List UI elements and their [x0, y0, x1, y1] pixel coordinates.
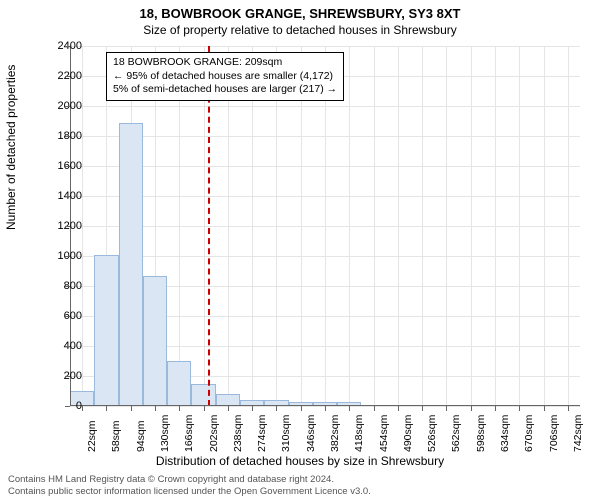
sub-title: Size of property relative to detached ho… — [0, 21, 600, 37]
x-tick-label: 598sqm — [475, 415, 487, 452]
x-tick-label: 490sqm — [402, 415, 414, 452]
y-tick-label: 2200 — [32, 70, 82, 82]
x-tick-label: 346sqm — [305, 415, 317, 452]
plot-area: 18 BOWBROOK GRANGE: 209sqm← 95% of detac… — [70, 46, 580, 406]
x-tick-mark — [179, 406, 180, 411]
x-tick-mark — [349, 406, 350, 411]
x-tick-label: 382sqm — [329, 415, 341, 452]
y-tick-label: 1200 — [32, 220, 82, 232]
x-tick-mark — [204, 406, 205, 411]
x-tick-label: 418sqm — [353, 415, 365, 452]
gridline-vertical — [544, 46, 545, 406]
y-tick-mark — [65, 286, 70, 287]
footer-line-2: Contains public sector information licen… — [8, 486, 371, 498]
y-tick-mark — [65, 76, 70, 77]
gridline-vertical — [422, 46, 423, 406]
y-tick-mark — [65, 196, 70, 197]
x-tick-mark — [495, 406, 496, 411]
callout-box: 18 BOWBROOK GRANGE: 209sqm← 95% of detac… — [106, 52, 344, 101]
histogram-bar — [119, 123, 143, 407]
x-tick-mark — [325, 406, 326, 411]
x-axis-label: Distribution of detached houses by size … — [0, 454, 600, 468]
gridline-vertical — [519, 46, 520, 406]
x-tick-mark — [519, 406, 520, 411]
histogram-bar — [167, 361, 191, 406]
x-tick-mark — [544, 406, 545, 411]
callout-line: 5% of semi-detached houses are larger (2… — [113, 83, 337, 97]
y-tick-mark — [65, 106, 70, 107]
gridline-vertical — [374, 46, 375, 406]
histogram-bar — [191, 384, 215, 407]
y-tick-label: 1600 — [32, 160, 82, 172]
x-tick-label: 274sqm — [256, 415, 268, 452]
y-tick-label: 800 — [32, 280, 82, 292]
x-tick-mark — [252, 406, 253, 411]
y-tick-label: 1400 — [32, 190, 82, 202]
x-tick-mark — [446, 406, 447, 411]
y-tick-mark — [65, 406, 70, 407]
x-tick-label: 310sqm — [280, 415, 292, 452]
gridline-vertical — [446, 46, 447, 406]
y-tick-label: 600 — [32, 310, 82, 322]
y-tick-mark — [65, 46, 70, 47]
x-tick-mark — [106, 406, 107, 411]
y-tick-mark — [65, 136, 70, 137]
gridline-vertical — [471, 46, 472, 406]
x-tick-label: 706sqm — [548, 415, 560, 452]
y-tick-label: 200 — [32, 370, 82, 382]
y-tick-mark — [65, 256, 70, 257]
x-tick-label: 22sqm — [86, 420, 98, 452]
x-tick-label: 130sqm — [159, 415, 171, 452]
footer-attribution: Contains HM Land Registry data © Crown c… — [8, 474, 371, 498]
y-axis-label: Number of detached properties — [4, 65, 18, 230]
y-tick-label: 0 — [32, 400, 82, 412]
y-tick-label: 1000 — [32, 250, 82, 262]
gridline-vertical — [495, 46, 496, 406]
x-tick-mark — [398, 406, 399, 411]
x-tick-label: 526sqm — [426, 415, 438, 452]
chart-container: 18, BOWBROOK GRANGE, SHREWSBURY, SY3 8XT… — [0, 0, 600, 500]
x-tick-mark — [155, 406, 156, 411]
x-tick-label: 454sqm — [378, 415, 390, 452]
y-tick-mark — [65, 346, 70, 347]
x-tick-label: 562sqm — [450, 415, 462, 452]
x-tick-mark — [471, 406, 472, 411]
x-tick-label: 94sqm — [135, 420, 147, 452]
y-tick-mark — [65, 316, 70, 317]
x-tick-label: 166sqm — [183, 415, 195, 452]
histogram-bar — [94, 255, 118, 407]
x-tick-mark — [131, 406, 132, 411]
histogram-bar — [143, 276, 167, 407]
x-tick-label: 238sqm — [232, 415, 244, 452]
x-tick-label: 634sqm — [499, 415, 511, 452]
x-tick-mark — [301, 406, 302, 411]
callout-line: ← 95% of detached houses are smaller (4,… — [113, 70, 337, 84]
gridline-vertical — [82, 46, 83, 406]
y-tick-mark — [65, 226, 70, 227]
footer-line-1: Contains HM Land Registry data © Crown c… — [8, 474, 371, 486]
gridline-vertical — [398, 46, 399, 406]
x-tick-mark — [82, 406, 83, 411]
x-tick-label: 670sqm — [523, 415, 535, 452]
x-tick-mark — [276, 406, 277, 411]
gridline-vertical — [568, 46, 569, 406]
x-tick-label: 202sqm — [208, 415, 220, 452]
x-tick-mark — [374, 406, 375, 411]
y-tick-label: 2000 — [32, 100, 82, 112]
y-tick-label: 1800 — [32, 130, 82, 142]
y-tick-mark — [65, 376, 70, 377]
x-tick-mark — [228, 406, 229, 411]
y-tick-label: 400 — [32, 340, 82, 352]
y-tick-mark — [65, 166, 70, 167]
gridline-vertical — [349, 46, 350, 406]
y-tick-label: 2400 — [32, 40, 82, 52]
callout-line: 18 BOWBROOK GRANGE: 209sqm — [113, 56, 337, 70]
x-tick-label: 58sqm — [110, 420, 122, 452]
main-title: 18, BOWBROOK GRANGE, SHREWSBURY, SY3 8XT — [0, 0, 600, 21]
x-tick-mark — [422, 406, 423, 411]
x-tick-label: 742sqm — [572, 415, 584, 452]
x-tick-mark — [568, 406, 569, 411]
